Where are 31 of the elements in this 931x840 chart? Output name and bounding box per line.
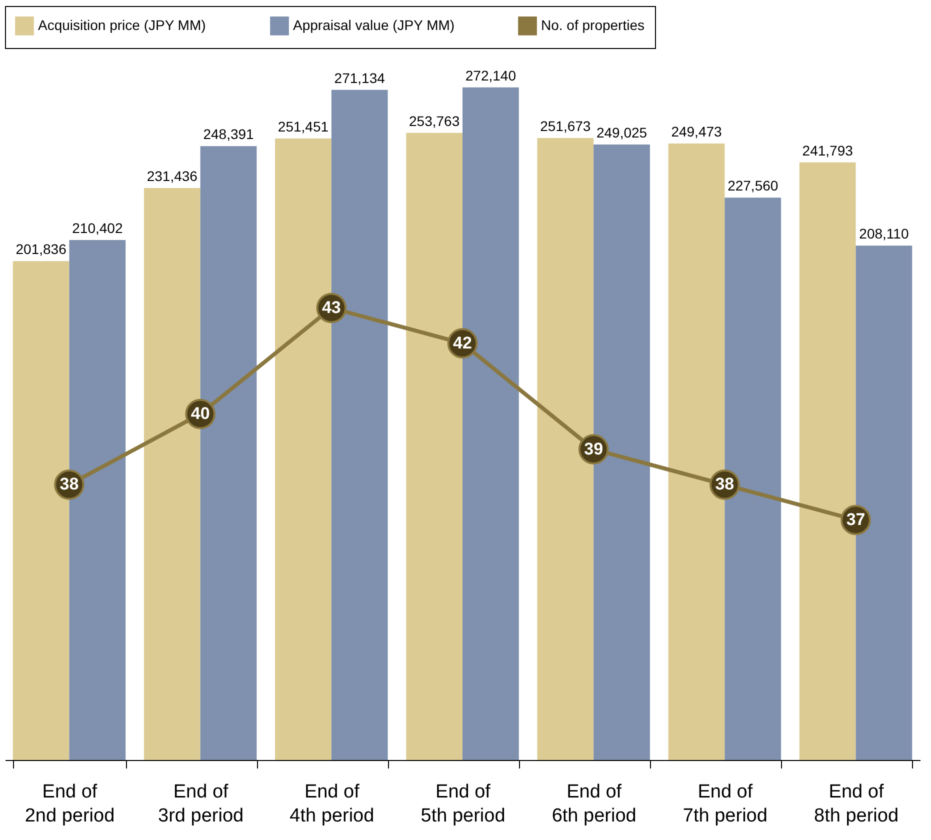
x-tick-label: End of 5th period (420, 782, 506, 826)
data-label: 210,402 (72, 220, 123, 236)
x-tick-label: End of 7th period (682, 782, 768, 826)
data-label: 37 (846, 510, 866, 529)
data-label: 249,473 (671, 123, 722, 140)
legend-label: Appraisal value (JPY MM) (293, 16, 455, 33)
data-label: 271,134 (334, 70, 386, 86)
data-label: 38 (60, 474, 79, 494)
data-label: 251,451 (278, 118, 329, 135)
x-tick-label: End of 2nd period (24, 782, 115, 826)
data-label: 248,391 (203, 126, 254, 142)
data-label: 251,673 (540, 118, 591, 134)
data-label: 253,763 (409, 112, 460, 129)
data-label: 38 (715, 474, 734, 494)
legend-label: No. of properties (541, 16, 644, 33)
x-tick-label: End of 8th period (814, 782, 899, 826)
data-label: 40 (190, 404, 210, 423)
data-label: 249,025 (596, 124, 648, 141)
data-label: 272,140 (465, 67, 516, 84)
data-label: 39 (584, 439, 604, 458)
data-label: 227,560 (728, 178, 778, 194)
data-label: 231,436 (146, 168, 198, 184)
data-label: 42 (453, 333, 472, 352)
data-label: 208,110 (859, 226, 909, 242)
x-tick-label: End of 4th period (290, 782, 374, 826)
legend-label: Acquisition price (JPY MM) (38, 16, 206, 33)
data-label: 201,836 (16, 241, 67, 258)
data-label: 241,793 (802, 142, 854, 158)
data-label: 43 (322, 298, 341, 317)
x-tick-label: End of 3rd period (158, 782, 244, 826)
x-tick-label: End of 6th period (552, 782, 636, 826)
